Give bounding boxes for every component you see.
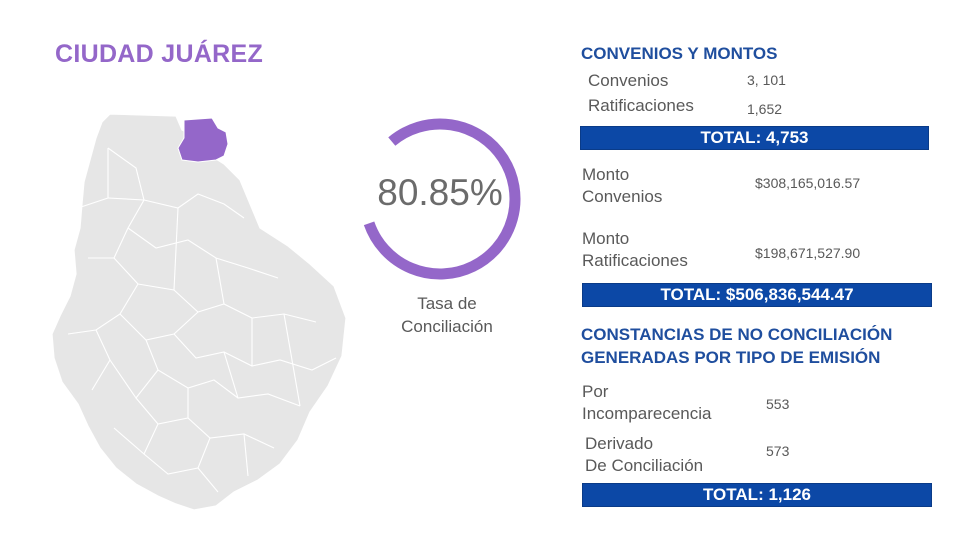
- incomparecencia-label-line2: Incomparecencia: [582, 404, 712, 423]
- conciliation-rate-ring: [359, 118, 521, 280]
- convenios-heading: CONVENIOS Y MONTOS: [581, 44, 778, 63]
- conciliation-rate-value: 80.85%: [377, 172, 503, 213]
- rate-label-line1: Tasa de: [417, 294, 477, 313]
- page-title: CIUDAD JUÁREZ: [55, 40, 264, 68]
- montos-total-bar: TOTAL: $506,836,544.47: [582, 283, 932, 307]
- constancias-total-bar: TOTAL: 1,126: [582, 483, 932, 507]
- derivado-label-line2: De Conciliación: [585, 456, 704, 475]
- convenios-label: Convenios: [588, 71, 669, 90]
- monto-convenios-label-line2: Convenios: [582, 187, 663, 206]
- monto-ratificaciones-label-line2: Ratificaciones: [582, 251, 688, 270]
- incomparecencia-value: 553: [766, 396, 790, 412]
- monto-ratificaciones-label: Monto Ratificaciones: [582, 228, 688, 272]
- constancias-heading: CONSTANCIAS DE NO CONCILIACIÓN GENERADAS…: [581, 323, 892, 369]
- monto-convenios-value: $308,165,016.57: [755, 175, 861, 191]
- convenios-value: 3, 101: [747, 72, 786, 88]
- constancias-heading-line1: CONSTANCIAS DE NO CONCILIACIÓN: [581, 325, 893, 344]
- constancias-heading-line2: GENERADAS POR TIPO DE EMISIÓN: [581, 348, 881, 367]
- derivado-value: 573: [766, 443, 790, 459]
- state-map: [51, 113, 347, 510]
- ciudad-juarez-highlight: [177, 117, 229, 163]
- derivado-label-line1: Derivado: [585, 434, 654, 453]
- incomparecencia-label-line1: Por: [582, 382, 609, 401]
- incomparecencia-label: Por Incomparecencia: [582, 381, 711, 425]
- derivado-label: Derivado De Conciliación: [585, 433, 703, 477]
- conciliation-rate-arc: [363, 118, 521, 280]
- ratificaciones-label: Ratificaciones: [588, 96, 694, 115]
- monto-convenios-label: Monto Convenios: [582, 164, 662, 208]
- monto-ratificaciones-value: $198,671,527.90: [755, 245, 861, 261]
- monto-convenios-label-line1: Monto: [582, 165, 630, 184]
- ratificaciones-value: 1,652: [747, 101, 783, 117]
- rate-label-line2: Conciliación: [401, 317, 493, 336]
- convenios-total-bar: TOTAL: 4,753: [580, 126, 929, 150]
- conciliation-rate-label: Tasa de Conciliación: [383, 292, 511, 338]
- monto-ratificaciones-label-line1: Monto: [582, 229, 630, 248]
